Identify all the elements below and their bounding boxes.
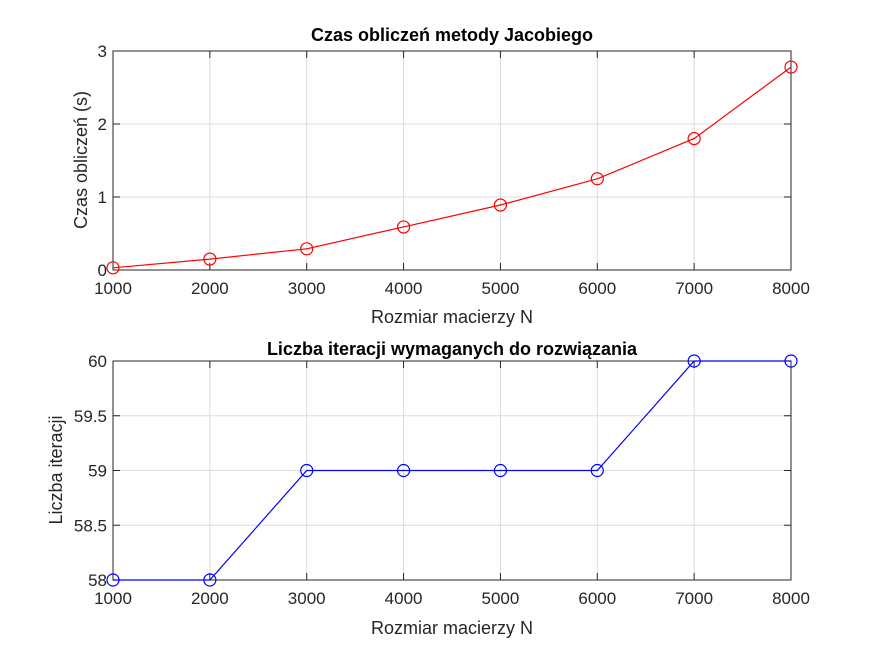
data-point [396, 220, 411, 234]
y-tick-label: 1 [98, 188, 107, 207]
data-point [687, 354, 701, 368]
plot-iterations: Liczba iteracji wymaganych do rozwiązani… [46, 339, 810, 638]
y-tick-label: 3 [98, 42, 107, 61]
plot-jacobi-time: Czas obliczeń metody Jacobiego Rozmiar m… [71, 25, 810, 327]
data-point [493, 198, 508, 212]
data-point [784, 60, 798, 74]
data-point [590, 463, 604, 478]
data-point [300, 463, 314, 478]
data-point [203, 573, 217, 587]
y-tick-label: 59 [88, 462, 107, 481]
data-point [396, 463, 411, 478]
data-point [493, 463, 508, 478]
series-line [113, 360, 791, 581]
y-tick-label: 0 [98, 261, 107, 280]
data-point [106, 261, 120, 275]
axes-box [112, 50, 792, 271]
y-tick-label: 58 [88, 571, 107, 590]
chart-title: Czas obliczeń metody Jacobiego [311, 25, 593, 45]
chart-title: Liczba iteracji wymaganych do rozwiązani… [267, 339, 638, 359]
data-point [687, 132, 701, 146]
data-point [106, 573, 120, 587]
y-tick-label: 60 [88, 352, 107, 371]
x-tick-label: 1000 [94, 589, 132, 608]
series-line [112, 66, 792, 269]
y-tick-label: 2 [98, 115, 107, 134]
x-tick-label: 8000 [772, 589, 810, 608]
x-tick-label: 3000 [288, 589, 326, 608]
y-tick-label: 58.5 [74, 516, 107, 535]
x-tick-label: 3000 [288, 279, 326, 298]
x-tick-label: 2000 [191, 589, 229, 608]
x-tick-label: 4000 [385, 589, 423, 608]
data-point [590, 172, 604, 186]
x-tick-label: 5000 [482, 589, 520, 608]
x-tick-label: 1000 [94, 279, 132, 298]
x-tick-label: 2000 [191, 279, 229, 298]
x-tick-label: 6000 [578, 279, 616, 298]
y-axis-label: Czas obliczeń (s) [71, 91, 91, 229]
plot-area [113, 51, 791, 270]
x-tick-label: 7000 [675, 589, 713, 608]
data-point [784, 354, 798, 368]
x-tick-label: 7000 [675, 279, 713, 298]
x-tick-label: 5000 [482, 279, 520, 298]
x-tick-label: 4000 [385, 279, 423, 298]
data-point [203, 252, 217, 266]
x-tick-label: 6000 [578, 589, 616, 608]
y-axis-label: Liczba iteracji [46, 415, 66, 524]
x-axis-label: Rozmiar macierzy N [371, 307, 533, 327]
x-tick-label: 8000 [772, 279, 810, 298]
x-axis-label: Rozmiar macierzy N [371, 618, 533, 638]
y-tick-label: 59.5 [74, 407, 107, 426]
data-point [300, 242, 314, 256]
